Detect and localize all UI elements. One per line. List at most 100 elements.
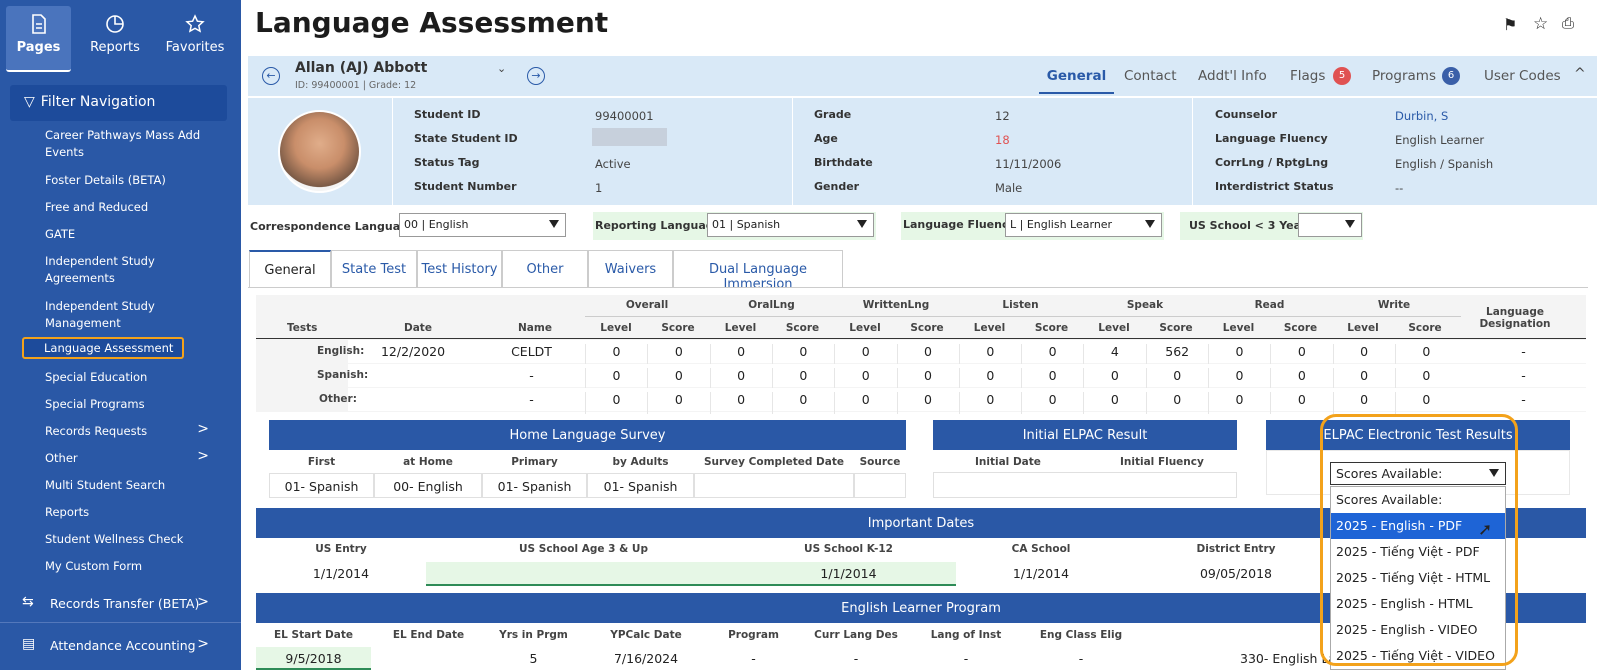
nav-item-special-education[interactable]: Special Education <box>45 370 148 384</box>
group-header: OralLng <box>748 299 795 311</box>
nav-favorites[interactable]: Favorites <box>160 6 230 72</box>
divider <box>1192 98 1193 205</box>
nav-item-career-pathways-mass-add-events[interactable]: Career Pathways Mass Add Events <box>45 128 201 159</box>
nav-item-other[interactable]: Other <box>45 451 78 465</box>
tab-waivers[interactable]: Waivers <box>588 250 673 287</box>
dates-cell[interactable] <box>426 562 741 586</box>
nav-records-transfer[interactable]: Records Transfer (BETA) <box>50 596 200 611</box>
scores-dropdown-list: Scores Available: 2025 - English - PDF 202… <box>1330 486 1506 670</box>
tab-user-codes[interactable]: User Codes <box>1484 68 1561 84</box>
nav-item-language-assessment[interactable]: Language Assessment <box>22 337 184 359</box>
tab-addtl-info[interactable]: Addt'l Info <box>1198 68 1267 84</box>
table-row <box>348 364 1586 387</box>
level-header: Level <box>849 322 881 334</box>
group-header: Speak <box>1126 299 1164 311</box>
flag-icon[interactable]: ⚑ <box>1503 15 1518 34</box>
chevron-right-icon[interactable]: > <box>197 636 209 652</box>
initial-elpac-header: Initial ELPAC Result <box>933 420 1237 450</box>
info-value: 1 <box>595 181 603 195</box>
table-row <box>348 340 1586 363</box>
level-header: Level <box>1098 322 1130 334</box>
tab-contact[interactable]: Contact <box>1124 68 1177 84</box>
dates-cell[interactable]: 1/1/2014 <box>741 562 956 586</box>
tab-general[interactable]: General <box>249 250 331 288</box>
nav-item-reports[interactable]: Reports <box>45 505 90 519</box>
dropdown-arrow-icon <box>1489 469 1499 477</box>
scores-available-select[interactable]: Scores Available: <box>1330 462 1506 485</box>
nav-item-records-requests[interactable]: Records Requests <box>45 424 148 438</box>
tab-test-history[interactable]: Test History <box>417 250 502 287</box>
score-cell: 0 <box>647 344 709 366</box>
test-name: - <box>529 392 534 407</box>
reporting-language-select[interactable]: 01 | Spanish <box>707 213 874 237</box>
student-name[interactable]: Allan (AJ) Abbott <box>295 60 428 76</box>
nav-item-free-and-reduced[interactable]: Free and Reduced <box>45 200 149 214</box>
elp-cell: 5 <box>529 651 538 666</box>
tab-flags[interactable]: Flags <box>1290 68 1326 84</box>
nav-attendance-accounting[interactable]: Attendance Accounting <box>50 638 196 653</box>
nav-reports-label: Reports <box>90 40 140 55</box>
score-cell: 0 <box>709 368 772 390</box>
score-cell: 0 <box>834 368 896 390</box>
scores-option[interactable]: 2025 - English - PDF <box>1331 513 1505 539</box>
arrow-left-icon[interactable]: ← <box>262 67 280 85</box>
info-value[interactable]: Durbin, S <box>1395 109 1449 123</box>
info-value: Male <box>995 181 1023 195</box>
chevron-down-icon[interactable]: ⌄ <box>497 62 507 75</box>
hls-cell: 00- English <box>374 473 482 498</box>
star-icon[interactable]: ☆ <box>1533 14 1549 34</box>
scores-option[interactable]: 2025 - Tiếng Việt - HTML <box>1336 570 1491 585</box>
nav-item-my-custom-form[interactable]: My Custom Form <box>45 559 143 573</box>
elp-cell[interactable]: 9/5/2018 <box>256 647 371 670</box>
nav-item-foster-details-beta-[interactable]: Foster Details (BETA) <box>45 173 166 187</box>
nav-item-independent-study-management[interactable]: Independent Study Management <box>45 299 155 330</box>
designation-cell: - <box>1521 392 1526 407</box>
scores-option[interactable]: 2025 - English - VIDEO <box>1336 622 1478 637</box>
chevron-up-icon[interactable]: ^ <box>1574 66 1586 82</box>
scores-option[interactable]: 2025 - Tiếng Việt - VIDEO <box>1336 648 1495 663</box>
reporting-language-label: Reporting Language: <box>595 219 726 232</box>
arrow-right-icon[interactable]: → <box>527 67 545 85</box>
dropdown-arrow-icon <box>1145 220 1155 228</box>
hls-cell: 01- Spanish <box>482 473 587 498</box>
score-cell: 0 <box>958 368 1021 390</box>
score-cell: 0 <box>1021 368 1083 390</box>
chevron-right-icon[interactable]: > <box>197 594 209 610</box>
nav-item-gate[interactable]: GATE <box>45 227 76 241</box>
scores-option[interactable]: 2025 - English - HTML <box>1336 596 1473 611</box>
nav-reports[interactable]: Reports <box>80 6 150 72</box>
highlight-elpac <box>1320 414 1518 666</box>
scores-option[interactable]: 2025 - Tiếng Việt - PDF <box>1336 544 1480 559</box>
tab-state-test[interactable]: State Test <box>331 250 417 287</box>
hls-col-header: at Home <box>403 456 453 468</box>
nav-item-special-programs[interactable]: Special Programs <box>45 397 145 411</box>
dates-cell: 1/1/2014 <box>1012 566 1070 581</box>
score-cell: 0 <box>771 368 834 390</box>
score-cell: 0 <box>834 344 896 366</box>
filter-navigation[interactable]: ▽ Filter Navigation <box>10 85 227 121</box>
chevron-right-icon[interactable]: > <box>197 421 209 437</box>
nav-item-multi-student-search[interactable]: Multi Student Search <box>45 478 166 492</box>
elp-col-header: EL End Date <box>392 629 465 641</box>
info-label: Status Tag <box>414 156 480 169</box>
tab-other[interactable]: Other <box>502 250 588 287</box>
tab-programs[interactable]: Programs <box>1372 68 1436 84</box>
test-name: CELDT <box>511 344 552 359</box>
nav-pages[interactable]: Pages <box>6 6 71 72</box>
score-cell: 0 <box>1208 344 1270 366</box>
correspondence-language-select[interactable]: 00 | English <box>399 213 566 237</box>
hls-cell: 01- Spanish <box>269 473 374 498</box>
test-name: - <box>529 368 534 383</box>
language-fluency-select[interactable]: L | English Learner <box>1005 213 1162 237</box>
print-icon[interactable]: ⎙ <box>1562 14 1575 32</box>
attendance-icon: ▤ <box>22 636 36 652</box>
nav-item-student-wellness-check[interactable]: Student Wellness Check <box>45 532 184 546</box>
chevron-right-icon[interactable]: > <box>197 448 209 464</box>
tab-dual-language-immersion[interactable]: Dual Language Immersion <box>673 250 843 292</box>
info-label: Student ID <box>414 108 481 121</box>
us-school-select[interactable] <box>1298 213 1362 237</box>
dates-col-header: CA School <box>1011 543 1071 555</box>
nav-item-independent-study-agreements[interactable]: Independent Study Agreements <box>45 254 155 285</box>
tab-general[interactable]: General <box>1039 68 1114 94</box>
scores-option[interactable]: Scores Available: <box>1336 492 1443 507</box>
